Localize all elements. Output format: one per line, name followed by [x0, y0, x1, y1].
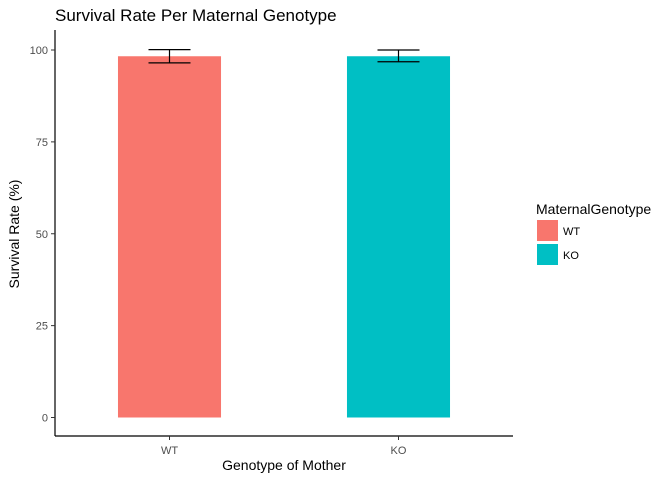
legend-items: WT KO — [537, 220, 580, 265]
legend-title: MaternalGenotype — [536, 201, 651, 217]
chart-title: Survival Rate Per Maternal Genotype — [55, 6, 337, 25]
x-axis-title: Genotype of Mother — [222, 457, 346, 473]
legend-swatch-ko — [537, 244, 558, 265]
legend-label-ko: KO — [563, 250, 579, 262]
error-bars-group — [148, 49, 420, 64]
legend-swatch-wt — [537, 220, 558, 241]
x-tick-label-ko: KO — [391, 445, 407, 457]
bars-group — [117, 56, 451, 418]
y-axis-title: Survival Rate (%) — [6, 180, 22, 289]
bar-wt — [117, 56, 222, 418]
y-axis-ticks: 0 25 50 75 100 — [30, 45, 55, 425]
y-tick-label-75: 75 — [36, 137, 48, 149]
y-tick-label-50: 50 — [36, 229, 48, 241]
bar-ko — [346, 56, 451, 418]
y-tick-label-100: 100 — [30, 45, 48, 57]
legend: MaternalGenotype WT KO — [536, 201, 651, 265]
y-tick-label-0: 0 — [42, 413, 48, 425]
x-axis-ticks: WT KO — [161, 436, 407, 457]
x-tick-label-wt: WT — [161, 445, 178, 457]
legend-label-wt: WT — [563, 226, 580, 238]
y-tick-label-25: 25 — [36, 321, 48, 333]
